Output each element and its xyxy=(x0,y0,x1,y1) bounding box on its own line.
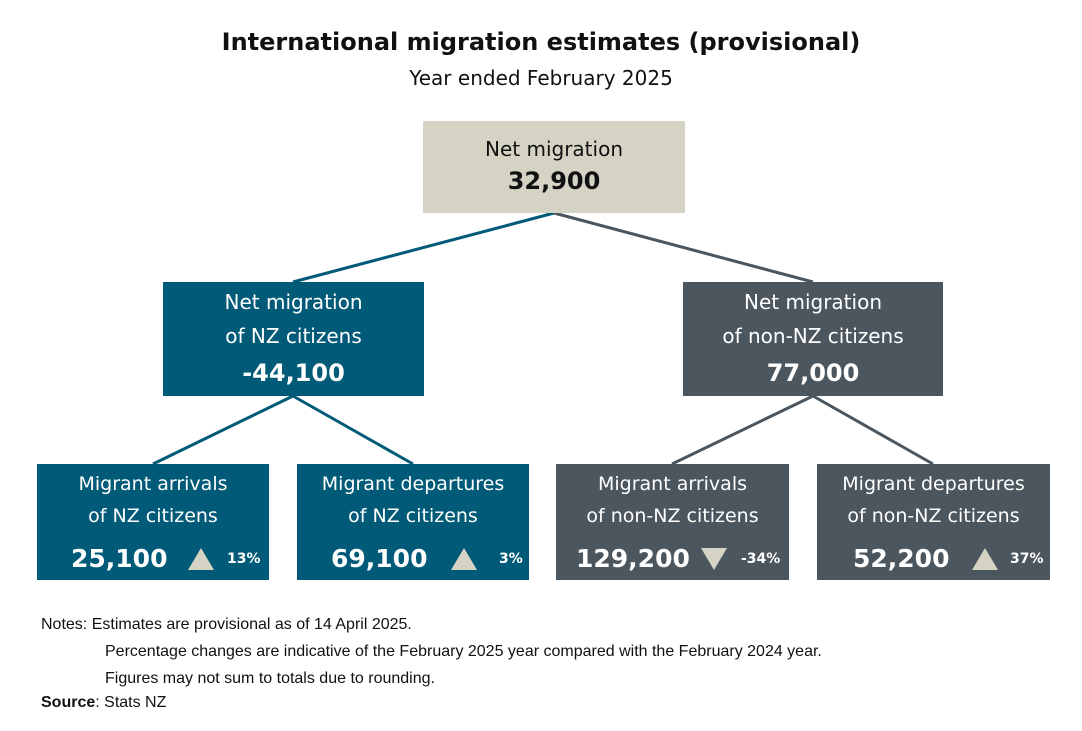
leaf-value: 52,200 xyxy=(853,544,950,573)
triangle-down-icon xyxy=(701,548,727,570)
net-migration-non-nz-label-line2: of non-NZ citizens xyxy=(722,324,904,348)
leaf-label-line2: of NZ citizens xyxy=(348,505,478,527)
net-migration-non-nz-label-line1: Net migration xyxy=(744,290,882,314)
notes-line1: Estimates are provisional as of 14 April… xyxy=(91,616,412,633)
source-label: Source xyxy=(41,694,96,711)
leaf-label-line1: Migrant arrivals xyxy=(598,473,747,495)
connector-root-non-nz xyxy=(553,211,814,284)
non-nz-departures-box: Migrant departures of non-NZ citizens 52… xyxy=(817,464,1050,580)
nz-departures-box: Migrant departures of NZ citizens 69,100… xyxy=(297,464,529,580)
connector-nz-departures xyxy=(292,394,414,466)
triangle-up-icon xyxy=(188,548,214,570)
leaf-label-line2: of non-NZ citizens xyxy=(586,505,759,527)
net-migration-label: Net migration xyxy=(485,137,623,161)
leaf-label-line2: of non-NZ citizens xyxy=(847,505,1020,527)
leaf-label-line1: Migrant arrivals xyxy=(78,473,228,495)
connector-non-nz-departures xyxy=(812,394,934,466)
source: Source: Stats NZ xyxy=(41,694,166,712)
notes-line3: Figures may not sum to totals due to rou… xyxy=(105,670,435,687)
source-text: : Stats NZ xyxy=(95,694,167,711)
non-nz-arrivals-box: Migrant arrivals of non-NZ citizens 129,… xyxy=(556,464,789,580)
leaf-change: 3% xyxy=(499,551,523,567)
notes: Notes: Estimates are provisional as of 1… xyxy=(41,611,822,692)
leaf-label-line1: Migrant departures xyxy=(321,473,505,495)
triangle-up-icon xyxy=(451,548,477,570)
notes-prefix: Notes: xyxy=(41,616,88,633)
net-migration-value: 32,900 xyxy=(507,167,601,195)
leaf-value: 69,100 xyxy=(331,544,428,573)
net-migration-nz-label-line1: Net migration xyxy=(224,290,363,314)
connector-nz-arrivals xyxy=(152,394,294,466)
net-migration-non-nz-value: 77,000 xyxy=(766,359,860,387)
triangle-up-icon xyxy=(972,548,998,570)
chart-subtitle: Year ended February 2025 xyxy=(409,66,673,90)
notes-line2: Percentage changes are indicative of the… xyxy=(105,643,822,660)
leaf-change: 13% xyxy=(227,551,261,567)
leaf-value: 25,100 xyxy=(71,544,168,573)
connector-non-nz-arrivals xyxy=(671,394,814,466)
leaf-value: 129,200 xyxy=(576,544,690,573)
net-migration-nz-value: -44,100 xyxy=(242,359,345,387)
connector-root-nz xyxy=(292,211,555,284)
net-migration-box: Net migration 32,900 xyxy=(423,121,685,213)
leaf-label-line1: Migrant departures xyxy=(842,473,1025,495)
leaf-change: 37% xyxy=(1010,551,1044,567)
nz-arrivals-box: Migrant arrivals of NZ citizens 25,100 1… xyxy=(37,464,269,580)
chart-title: International migration estimates (provi… xyxy=(221,28,861,56)
leaf-label-line2: of NZ citizens xyxy=(88,505,218,527)
net-migration-nz-label-line2: of NZ citizens xyxy=(225,324,362,348)
net-migration-nz-box: Net migration of NZ citizens -44,100 xyxy=(163,282,424,396)
leaf-change: -34% xyxy=(741,551,781,567)
net-migration-non-nz-box: Net migration of non-NZ citizens 77,000 xyxy=(683,282,943,396)
